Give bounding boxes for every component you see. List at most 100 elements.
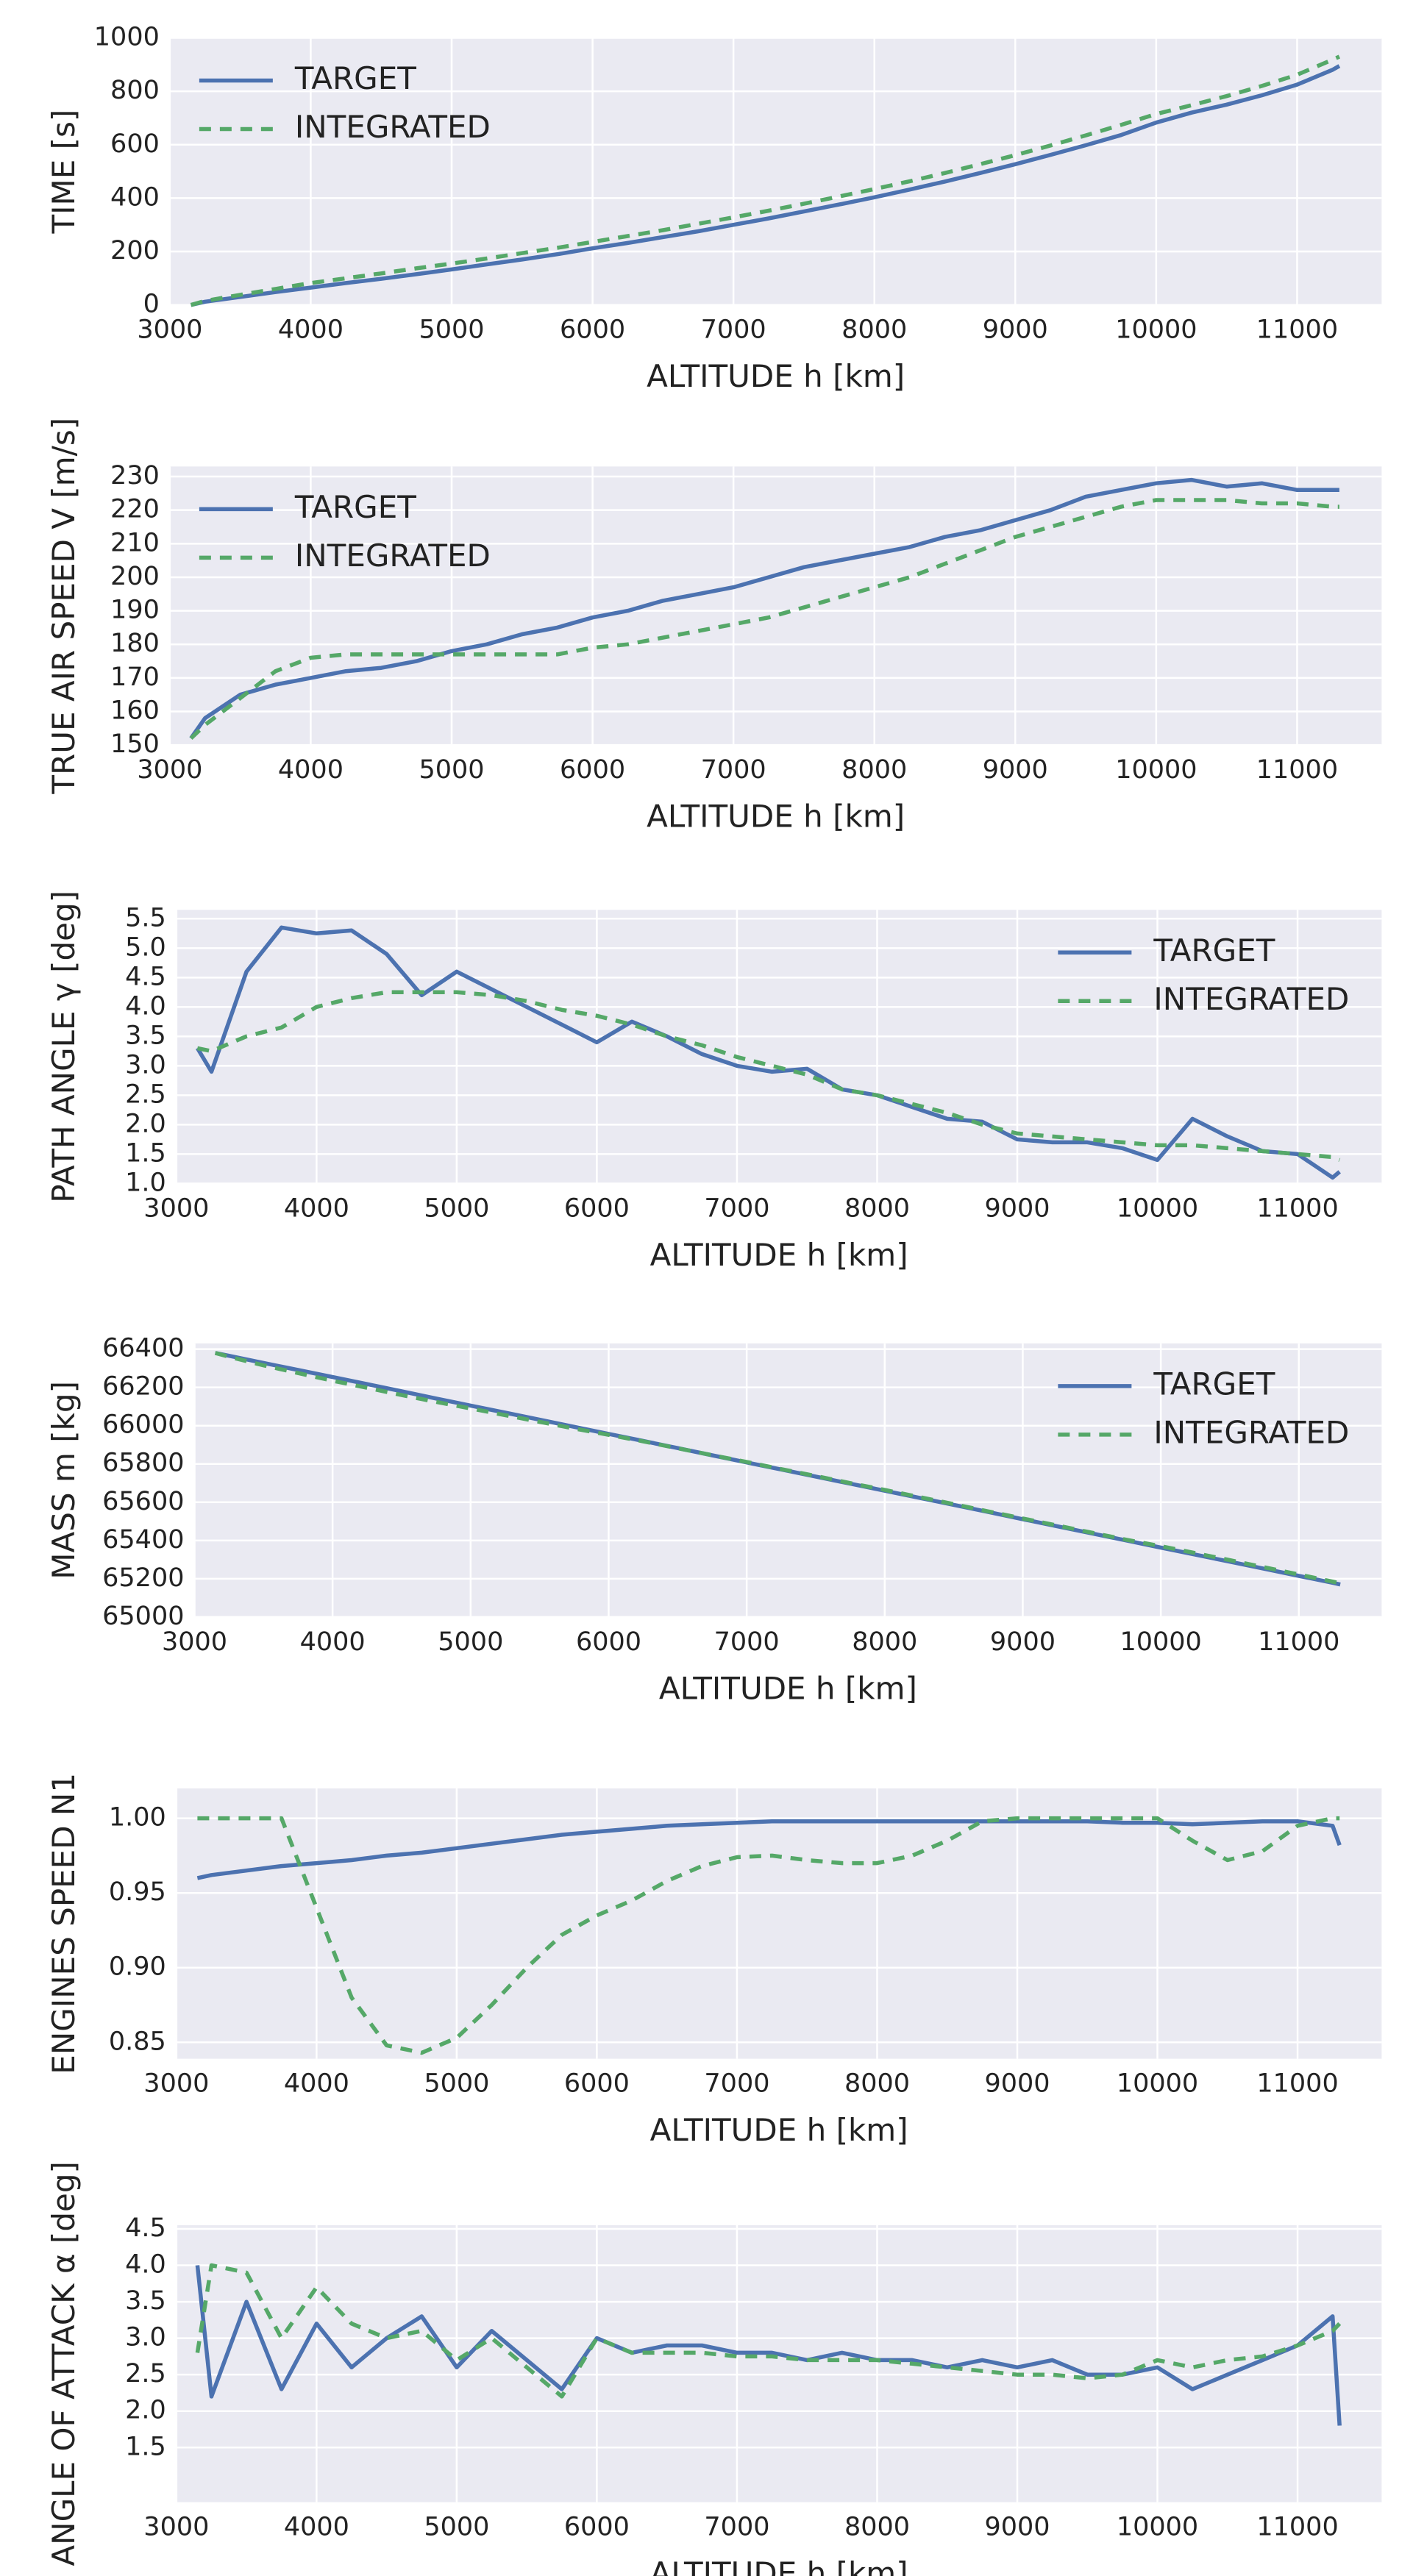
x-tick-label: 4000 [284, 2069, 349, 2099]
y-tick-label: 65000 [102, 1602, 184, 1631]
x-tick-label: 6000 [564, 1194, 630, 1223]
y-axis-label: ENGINES SPEED N1 [46, 1773, 82, 2074]
y-tick-label: 3.5 [125, 1021, 166, 1050]
x-tick-label: 10000 [1117, 2513, 1198, 2542]
y-tick-label: 4.0 [125, 991, 166, 1021]
x-axis-label: ALTITUDE h [km] [659, 1670, 917, 1706]
y-tick-label: 210 [110, 528, 160, 557]
x-tick-label: 6000 [560, 315, 625, 345]
x-tick-label: 6000 [564, 2513, 630, 2542]
series-line [189, 477, 1339, 740]
x-tick-label: 9000 [984, 1194, 1050, 1223]
chart: 3000 4000 5000 6000 7000 8000 9000 10000 11000 15… [46, 418, 1382, 835]
y-tick-label: 180 [110, 629, 160, 658]
chart: 3000 4000 5000 6000 7000 8000 9000 10000 11000 0 2… [46, 23, 1382, 394]
x-tick-label: 7000 [704, 2069, 769, 2099]
y-axis-label: TRUE AIR SPEED V [m/s] [46, 418, 82, 795]
x-tick-label: 8000 [844, 2069, 910, 2099]
legend-label: TARGET [1153, 932, 1275, 968]
series-line [190, 64, 1341, 307]
series-line [195, 2263, 1342, 2399]
y-tick-label: 400 [110, 182, 160, 212]
x-tick-label: 8000 [841, 315, 907, 345]
x-tick-label: 4000 [278, 755, 344, 785]
x-tick-label: 5000 [424, 1194, 489, 1223]
series-line [197, 1816, 1340, 2055]
series-line [190, 54, 1341, 307]
x-tick-label: 5000 [419, 755, 484, 785]
y-tick-label: 3.5 [125, 2286, 166, 2316]
y-tick-label: 5.5 [125, 903, 166, 932]
x-tick-label: 10000 [1117, 2069, 1198, 2099]
legend-label: INTEGRATED [1153, 1414, 1349, 1450]
y-tick-label: 190 [110, 596, 160, 625]
x-tick-label: 7000 [714, 1627, 780, 1657]
x-tick-label: 4000 [278, 315, 344, 345]
chart: 3000 4000 5000 6000 7000 8000 9000 10000 11000 1.… [46, 891, 1382, 1273]
x-tick-label: 9000 [984, 2069, 1050, 2099]
y-tick-label: 200 [110, 236, 160, 265]
y-axis-label: TIME [s] [46, 110, 82, 235]
x-tick-label: 8000 [844, 1194, 910, 1223]
x-tick-label: 5000 [419, 315, 484, 345]
x-axis-label: ALTITUDE h [km] [650, 2112, 908, 2148]
y-tick-label: 220 [110, 495, 160, 524]
y-tick-label: 66400 [102, 1334, 184, 1363]
plot-area [176, 910, 1382, 1184]
x-tick-label: 6000 [576, 1627, 641, 1657]
y-tick-label: 65400 [102, 1525, 184, 1555]
x-axis-label: ALTITUDE h [km] [650, 2555, 908, 2576]
x-tick-label: 3000 [143, 1194, 209, 1223]
x-tick-label: 3000 [137, 755, 202, 785]
y-tick-label: 2.0 [125, 1109, 166, 1138]
x-tick-label: 3000 [137, 315, 202, 345]
y-tick-label: 150 [110, 729, 160, 759]
legend-label: INTEGRATED [295, 538, 491, 574]
x-axis-label: ALTITUDE h [km] [647, 799, 905, 835]
x-tick-label: 7000 [701, 315, 766, 345]
y-tick-label: 4.0 [125, 2250, 166, 2280]
series-line [189, 498, 1339, 740]
x-tick-label: 7000 [701, 755, 766, 785]
y-tick-label: 600 [110, 129, 160, 159]
x-tick-label: 8000 [852, 1627, 917, 1657]
plot-area [169, 38, 1382, 305]
chart: 3000 4000 5000 6000 7000 8000 9000 10000 11000 1.… [46, 2161, 1382, 2576]
y-tick-label: 0 [143, 290, 160, 319]
x-tick-label: 10000 [1120, 1627, 1201, 1657]
x-tick-label: 5000 [438, 1627, 503, 1657]
x-tick-label: 3000 [143, 2069, 209, 2099]
x-tick-label: 4000 [284, 1194, 349, 1223]
x-tick-label: 3000 [162, 1627, 227, 1657]
x-tick-label: 11000 [1256, 315, 1338, 345]
x-tick-label: 4000 [284, 2513, 349, 2542]
series-line [214, 1351, 1341, 1585]
y-tick-label: 230 [110, 461, 160, 490]
y-tick-label: 3.0 [125, 2323, 166, 2352]
x-tick-label: 3000 [143, 2513, 209, 2542]
x-tick-label: 7000 [704, 2513, 769, 2542]
y-tick-label: 160 [110, 696, 160, 726]
y-tick-label: 65600 [102, 1487, 184, 1516]
y-tick-label: 1.0 [125, 1168, 166, 1197]
y-tick-label: 1.00 [109, 1803, 166, 1833]
y-tick-label: 66200 [102, 1372, 184, 1402]
x-tick-label: 5000 [424, 2069, 489, 2099]
y-tick-label: 4.5 [125, 2213, 166, 2243]
x-axis-label: ALTITUDE h [km] [647, 358, 905, 394]
x-tick-label: 11000 [1256, 2069, 1338, 2099]
y-tick-label: 1.5 [125, 1138, 166, 1168]
y-tick-label: 65800 [102, 1449, 184, 1478]
x-tick-label: 9000 [983, 315, 1048, 345]
legend-label: TARGET [294, 60, 416, 96]
x-tick-label: 9000 [984, 2513, 1050, 2542]
x-tick-label: 6000 [560, 755, 625, 785]
series-line [195, 2265, 1342, 2426]
legend-label: INTEGRATED [295, 109, 491, 145]
x-tick-label: 11000 [1256, 1194, 1338, 1223]
plot-area [176, 1788, 1382, 2059]
x-tick-label: 10000 [1117, 1194, 1198, 1223]
y-axis-label: MASS m [kg] [46, 1381, 82, 1580]
y-tick-label: 0.95 [109, 1877, 166, 1907]
